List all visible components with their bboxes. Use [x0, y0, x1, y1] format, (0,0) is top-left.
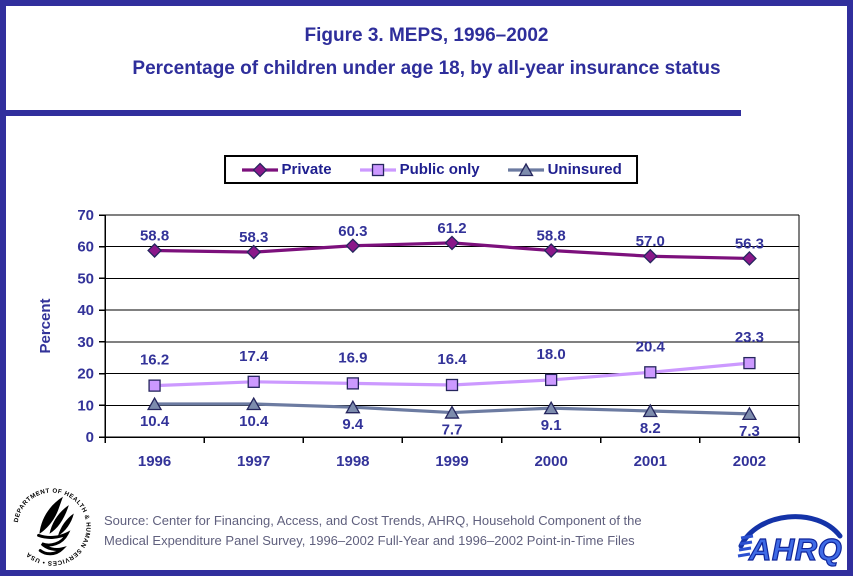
series-private: 58.8 58.3 60.3 61.2 58.8 57.0 56.3 [140, 220, 764, 266]
axes [99, 214, 800, 443]
y-tick-label: 10 [77, 397, 94, 414]
marker-public-only [247, 375, 260, 388]
value-label-uninsured: 7.7 [442, 422, 463, 439]
marker-private [345, 238, 361, 254]
figure-title-line1: Figure 3. MEPS, 1996–2002 [304, 25, 549, 46]
legend-label-uninsured: Uninsured [547, 161, 622, 178]
marker-private [742, 251, 757, 266]
chart-legend: Private Public only Uninsured [223, 155, 638, 184]
gridlines [105, 214, 800, 443]
marker-private [147, 243, 162, 258]
legend-item-public-only: Public only [358, 161, 480, 178]
marker-public-only [445, 378, 459, 392]
marker-uninsured [543, 400, 559, 415]
value-label-private: 56.3 [735, 235, 764, 252]
value-label-uninsured: 9.1 [541, 417, 562, 434]
y-tick-label: 50 [77, 270, 94, 287]
hhs-eagle-icon [37, 496, 74, 556]
marker-public-only [346, 377, 360, 390]
value-label-public-only: 18.0 [537, 346, 566, 363]
y-tick-label: 20 [77, 366, 94, 383]
y-tick-label: 0 [86, 429, 94, 446]
value-label-uninsured: 10.4 [239, 413, 269, 430]
value-label-public-only: 17.4 [239, 348, 269, 365]
source-line1: Source: Center for Financing, Access, an… [104, 513, 642, 528]
marker-private [642, 248, 658, 264]
title-block: Figure 3. MEPS, 1996–2002 Percentage of … [0, 26, 853, 92]
marker-uninsured [642, 403, 658, 418]
legend-diamond-icon [241, 162, 278, 177]
marker-uninsured [741, 406, 758, 420]
legend-square-icon [359, 163, 396, 176]
x-tick-label: 2000 [534, 453, 567, 470]
marker-private [246, 244, 262, 260]
value-label-uninsured: 8.2 [640, 420, 661, 437]
y-tick-label: 40 [77, 302, 94, 319]
legend-marker [252, 162, 267, 177]
ahrq-logo: AHRQ [737, 514, 843, 568]
marker-uninsured [246, 396, 262, 411]
value-label-private: 57.0 [636, 233, 665, 250]
value-label-private: 58.8 [140, 228, 169, 245]
x-tick-label: 2001 [634, 453, 667, 470]
x-tick-label: 1997 [237, 453, 270, 470]
value-label-private: 58.8 [537, 228, 566, 245]
value-label-private: 60.3 [338, 223, 367, 240]
series-public-only: 16.2 17.4 16.9 16.4 18.0 20.4 23.3 [140, 329, 764, 392]
axis-tick-labels: 0 10 20 30 40 50 60 70 1996 1997 1998 1999 2000 2001 2… [77, 207, 766, 470]
legend-item-private: Private [240, 161, 332, 178]
legend-label-public-only: Public only [399, 161, 480, 178]
marker-private [444, 235, 460, 251]
legend-label-private: Private [281, 161, 332, 178]
source-note: Source: Center for Financing, Access, an… [104, 511, 734, 550]
value-label-uninsured: 7.3 [739, 423, 760, 440]
marker-private [543, 243, 559, 258]
value-label-public-only: 16.9 [338, 349, 367, 366]
value-label-public-only: 16.2 [140, 352, 169, 369]
value-label-private: 61.2 [437, 220, 466, 237]
hhs-seal-logo: DEPARTMENT OF HEALTH & HUMAN SERVICES • … [13, 487, 91, 566]
marker-uninsured [146, 396, 163, 411]
legend-marker [371, 163, 384, 176]
y-axis-title: Percent [37, 298, 54, 353]
ahrq-logo-text: AHRQ [748, 532, 842, 567]
marker-public-only [544, 373, 558, 387]
legend-marker [517, 162, 534, 176]
value-label-public-only: 16.4 [437, 351, 467, 368]
value-label-public-only: 20.4 [636, 338, 666, 355]
marker-public-only [644, 366, 657, 379]
x-tick-label: 2002 [733, 453, 766, 470]
value-label-uninsured: 9.4 [342, 416, 364, 433]
ahrq-speed-lines-icon [737, 534, 754, 558]
x-tick-label: 1996 [138, 453, 171, 470]
title-divider-bar [0, 110, 741, 116]
marker-public-only [148, 379, 161, 392]
value-label-private: 58.3 [239, 229, 268, 246]
marker-uninsured [345, 399, 361, 414]
marker-public-only [743, 356, 756, 370]
source-line2: Medical Expenditure Panel Survey, 1996–2… [104, 532, 635, 548]
value-label-public-only: 23.3 [735, 329, 764, 346]
legend-item-uninsured: Uninsured [506, 161, 622, 178]
y-tick-label: 30 [77, 334, 94, 351]
y-tick-label: 60 [77, 239, 94, 256]
figure-title-line2: Percentage of children under age 18, by … [132, 58, 721, 79]
legend-triangle-icon [507, 162, 544, 176]
x-tick-label: 1999 [435, 453, 468, 470]
series-uninsured: 10.4 10.4 9.4 7.7 9.1 8.2 7.3 [140, 396, 760, 440]
x-tick-label: 1998 [336, 453, 369, 470]
value-label-uninsured: 10.4 [140, 413, 170, 430]
y-tick-label: 70 [77, 207, 94, 224]
marker-uninsured [444, 405, 460, 419]
